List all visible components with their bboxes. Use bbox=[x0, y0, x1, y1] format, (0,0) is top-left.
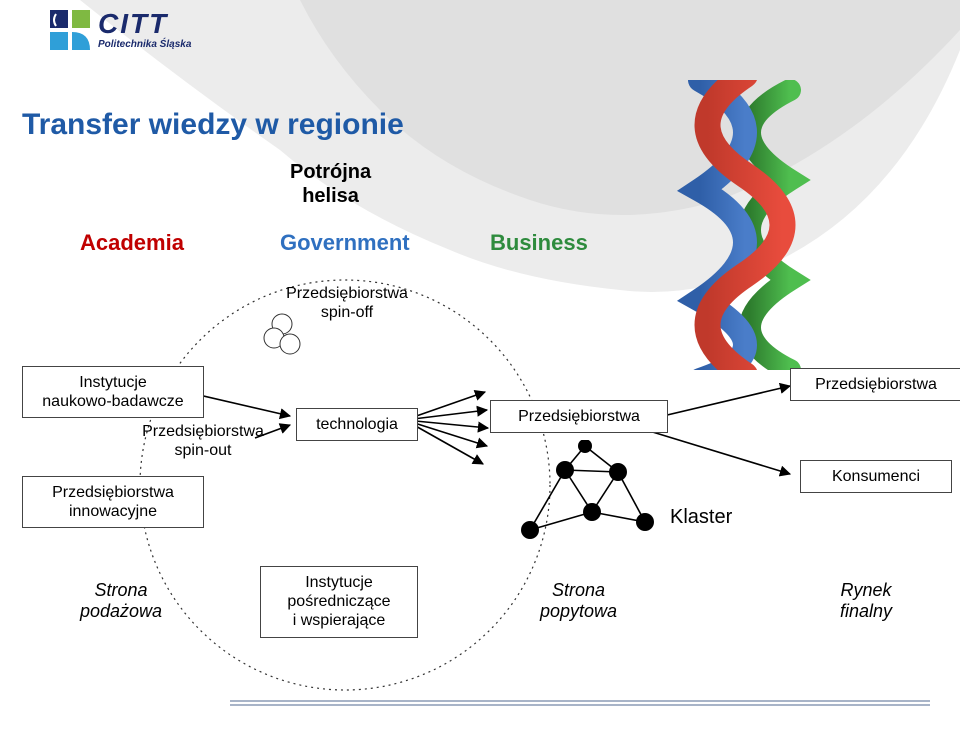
box-innowacyjne: Przedsiębiorstwa innowacyjne bbox=[22, 476, 204, 528]
footer-divider bbox=[230, 700, 930, 706]
heading-academia: Academia bbox=[80, 230, 184, 256]
text-line: Konsumenci bbox=[832, 468, 920, 485]
text-line: Przedsiębiorstwa bbox=[52, 484, 174, 501]
text-line: finalny bbox=[840, 601, 892, 621]
label-rynek-finalny: Rynek finalny bbox=[840, 580, 892, 622]
text-line: technologia bbox=[316, 416, 398, 433]
page-title: Transfer wiedzy w regionie bbox=[22, 108, 404, 142]
text-line: Strona bbox=[552, 580, 605, 600]
box-instytucje-posredniczace: Instytucje pośredniczące i wspierające bbox=[260, 566, 418, 638]
label-strona-popytowa: Strona popytowa bbox=[540, 580, 617, 622]
text-line: Rynek bbox=[841, 580, 892, 600]
text-line: Przedsiębiorstwa bbox=[815, 376, 937, 393]
logo-mark-icon bbox=[50, 10, 90, 50]
text-line: pośredniczące bbox=[287, 593, 390, 610]
text-line: Strona bbox=[95, 580, 148, 600]
logo: CITT Politechnika Śląska bbox=[50, 10, 191, 50]
dna-helix-icon bbox=[660, 80, 830, 370]
cluster-network-icon bbox=[510, 440, 660, 550]
text-line: spin-out bbox=[175, 442, 232, 459]
text-line: Instytucje bbox=[79, 374, 147, 391]
text-line: Przedsiębiorstwa bbox=[286, 285, 408, 302]
text-line: spin-off bbox=[321, 304, 373, 321]
heading-government: Government bbox=[280, 230, 410, 256]
text-line: Instytucje bbox=[305, 574, 373, 591]
text-line: podażowa bbox=[80, 601, 162, 621]
box-spinout: Przedsiębiorstwa spin-out bbox=[120, 416, 286, 466]
logo-text-sub: Politechnika Śląska bbox=[98, 40, 191, 50]
heading-business: Business bbox=[490, 230, 588, 256]
text-line: Przedsiębiorstwa bbox=[518, 408, 640, 425]
box-technologia: technologia bbox=[296, 408, 418, 441]
text-line: i wspierające bbox=[293, 612, 385, 629]
label-strona-podazowa: Strona podażowa bbox=[80, 580, 162, 622]
box-przedsiebiorstwa-center: Przedsiębiorstwa bbox=[490, 400, 668, 433]
subtitle-line1: Potrójna bbox=[290, 161, 371, 183]
text-line: Przedsiębiorstwa bbox=[142, 423, 264, 440]
logo-text-main: CITT bbox=[98, 10, 191, 38]
box-przedsiebiorstwa-right: Przedsiębiorstwa bbox=[790, 368, 960, 401]
text-line: popytowa bbox=[540, 601, 617, 621]
box-instytucje-naukowo-badawcze: Instytucje naukowo-badawcze bbox=[22, 366, 204, 418]
text-line: naukowo-badawcze bbox=[42, 393, 183, 410]
text-line: innowacyjne bbox=[69, 503, 157, 520]
box-spinoff: Przedsiębiorstwa spin-off bbox=[264, 278, 430, 328]
box-konsumenci: Konsumenci bbox=[800, 460, 952, 493]
subtitle: Potrójna helisa bbox=[290, 160, 371, 208]
label-klaster: Klaster bbox=[670, 506, 732, 529]
subtitle-line2: helisa bbox=[302, 185, 359, 207]
